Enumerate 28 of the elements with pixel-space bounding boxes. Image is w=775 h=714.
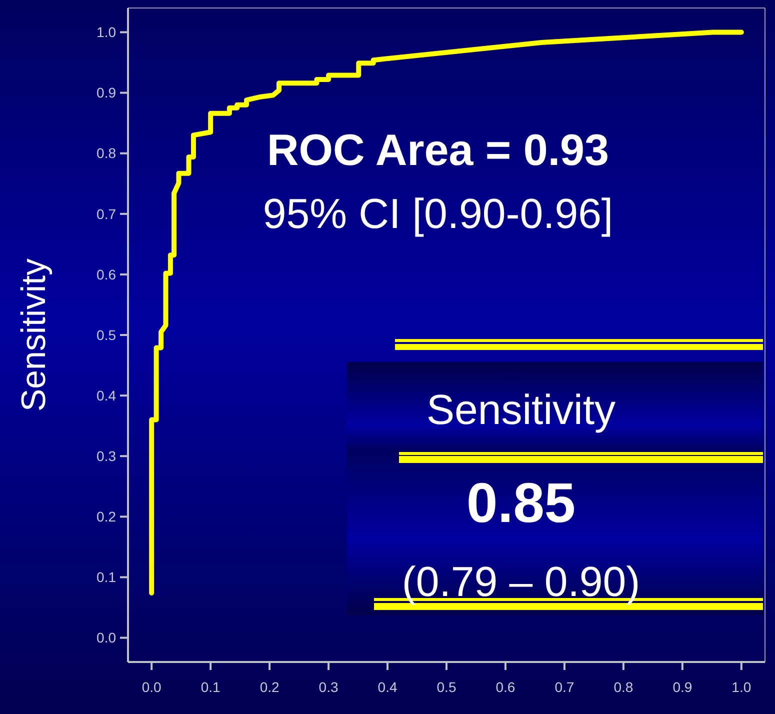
- y-tick-label: 0.4: [96, 387, 116, 404]
- y-tick-label: 0.7: [96, 206, 116, 222]
- x-tick-label: 0.5: [436, 679, 456, 695]
- x-tick-label: 0.0: [142, 679, 162, 695]
- x-tick-label: 1.0: [732, 679, 752, 695]
- y-tick-label: 0.5: [96, 326, 116, 343]
- annotation: (0.79 – 0.90): [402, 558, 640, 605]
- y-tick-label: 0.3: [96, 448, 116, 464]
- x-tick-label: 0.8: [614, 679, 634, 695]
- y-tick-label: 0.8: [96, 145, 116, 162]
- annotation: 0.85: [466, 471, 576, 534]
- x-tick-label: 0.7: [554, 679, 574, 695]
- x-tick-label: 0.3: [318, 679, 338, 695]
- y-tick-label: 0.6: [96, 266, 116, 282]
- annotation: ROC Area = 0.93: [267, 126, 609, 175]
- y-axis-title: Sensitivity: [15, 258, 53, 412]
- x-tick-label: 0.4: [378, 679, 398, 695]
- y-tick-label: 0.1: [96, 569, 116, 586]
- y-tick-label: 0.9: [96, 84, 116, 101]
- y-tick-label: 1.0: [96, 24, 116, 40]
- x-tick-label: 0.1: [200, 679, 221, 695]
- y-tick-label: 0.0: [96, 630, 116, 646]
- x-tick-label: 0.2: [260, 679, 280, 695]
- annotation: Sensitivity: [426, 386, 616, 433]
- x-tick-label: 0.6: [496, 679, 516, 695]
- annotation: 95% CI [0.90-0.96]: [262, 190, 614, 237]
- y-tick-label: 0.2: [96, 508, 116, 525]
- x-tick-label: 0.9: [672, 679, 692, 695]
